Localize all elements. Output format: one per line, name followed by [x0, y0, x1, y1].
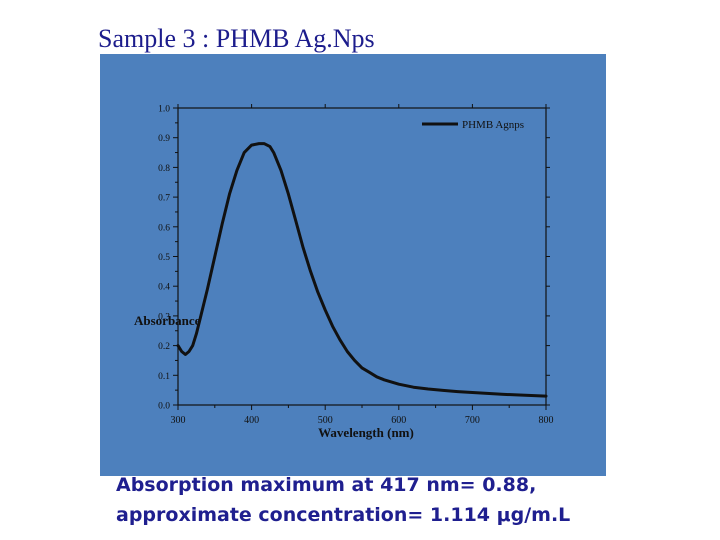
caption-line-2: approximate concentration= 1.114 μg/m.L	[116, 504, 571, 526]
y-tick-label: 0.4	[158, 283, 170, 293]
x-tick-label: 800	[539, 415, 554, 426]
y-tick-label: 0.3	[158, 312, 170, 322]
x-tick-label: 700	[465, 415, 480, 426]
y-tick-label: 0.2	[158, 342, 170, 352]
chart-panel: 300 400 500 600 700 800 0.0 0.1 0.2 0.3 0.4 0.5 0.6 0…	[100, 54, 606, 476]
series-line-phmb-agnps	[176, 142, 548, 398]
x-tick-label: 500	[318, 415, 333, 426]
y-tick-label: 0.7	[158, 194, 170, 204]
y-axis-label: Absorbance	[134, 313, 201, 328]
caption-line-1: Absorption maximum at 417 nm= 0.88,	[116, 474, 537, 496]
y-tick-label: 0.9	[158, 134, 170, 144]
x-tick-label: 600	[391, 415, 406, 426]
caption: Absorption maximum at 417 nm= 0.88, appr…	[116, 470, 570, 530]
x-tick-label: 300	[171, 415, 186, 426]
y-tick-label: 0.5	[158, 253, 170, 263]
y-tick-label: 0.0	[158, 402, 170, 412]
legend-label: PHMB Agnps	[462, 119, 524, 131]
x-axis-label: Wavelength (nm)	[318, 425, 414, 440]
y-tick-label: 0.6	[158, 223, 170, 233]
slide-title: Sample 3 : PHMB Ag.Nps	[98, 24, 375, 53]
absorbance-chart: 300 400 500 600 700 800 0.0 0.1 0.2 0.3 0.4 0.5 0.6 0…	[134, 104, 554, 440]
y-tick-label: 1.0	[158, 105, 170, 115]
x-tick-label: 400	[244, 415, 259, 426]
y-tick-label: 0.1	[158, 372, 170, 382]
plot-frame	[177, 107, 547, 406]
y-tick-label: 0.8	[158, 164, 170, 174]
